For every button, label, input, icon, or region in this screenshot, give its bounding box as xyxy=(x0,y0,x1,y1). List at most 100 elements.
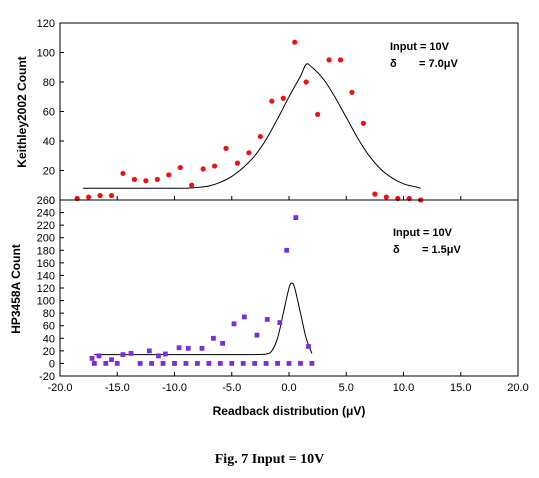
hp3458a-y-tick-label: 240 xyxy=(37,208,55,220)
keithley-y-tick-label: 120 xyxy=(37,18,55,30)
keithley-data-point xyxy=(211,163,218,169)
keithley-data-point xyxy=(257,133,263,140)
hp3458a-y-axis-label: HP3458A Count xyxy=(9,244,23,334)
hp3458a-y-tick-label: 220 xyxy=(37,220,55,232)
hp3458a-data-point xyxy=(160,361,166,366)
hp3458a-data-point xyxy=(217,361,223,366)
hp3458a-y-tick-label: -20 xyxy=(39,371,55,383)
keithley-data-point xyxy=(280,95,286,101)
hp3458a-data-point xyxy=(306,344,311,349)
keithley-y-axis-label: Keithley2002 Count xyxy=(15,56,29,167)
hp3458a-y-tick-label: 20 xyxy=(43,346,55,358)
hp3458a-y-tick-label: 40 xyxy=(43,333,55,345)
hp3458a-data-point xyxy=(185,345,191,351)
keithley-fit-curve xyxy=(82,63,421,189)
x-tick-label: 5.0 xyxy=(339,382,354,394)
hp3458a-data-point xyxy=(277,320,283,325)
hp3458a-data-point xyxy=(293,215,299,220)
keithley-data-point xyxy=(223,145,229,151)
hp3458a-data-point xyxy=(275,361,280,366)
hp3458a-data-point xyxy=(254,332,260,338)
hp3458a-data-point xyxy=(199,345,205,351)
keithley-annotation-delta-symbol: δ xyxy=(390,58,397,70)
keithley-data-point xyxy=(143,178,149,184)
hp3458a-data-point xyxy=(284,247,290,253)
keithley-y-tick-label: 80 xyxy=(43,77,55,89)
x-tick-label: 15.0 xyxy=(450,382,471,394)
hp3458a-data-point xyxy=(231,321,237,327)
keithley-data-point xyxy=(303,79,309,85)
x-tick-label: -15.0 xyxy=(105,382,130,394)
keithley-annotation-input: Input = 10V xyxy=(390,41,450,53)
keithley-data-point xyxy=(372,191,378,197)
hp3458a-fit-curve xyxy=(94,282,313,356)
hp3458a-data-point xyxy=(298,361,303,366)
hp3458a-annotation-delta-value: = 1.5μV xyxy=(422,244,462,256)
figure-caption: Fig. 7 Input = 10V xyxy=(214,452,325,467)
hp3458a-y-tick-label: 0 xyxy=(49,358,55,370)
keithley-data-point xyxy=(120,170,126,177)
hp3458a-data-point xyxy=(96,353,102,359)
hp3458a-y-tick-label: 80 xyxy=(43,308,55,320)
hp3458a-data-point xyxy=(241,314,247,320)
hp3458a-y-tick-label: 60 xyxy=(43,321,55,333)
keithley-data-point xyxy=(246,150,252,156)
hp3458a-data-point xyxy=(91,361,97,366)
keithley-data-point xyxy=(177,164,183,171)
keithley-data-point xyxy=(97,192,103,199)
hp3458a-data-point xyxy=(176,345,182,351)
keithley-data-point xyxy=(189,182,195,188)
hp3458a-data-point xyxy=(264,317,270,322)
x-tick-label: 10.0 xyxy=(393,382,414,394)
x-tick-label: -20.0 xyxy=(47,382,72,394)
keithley-data-point xyxy=(383,194,389,200)
hp3458a-data-point xyxy=(195,361,200,366)
hp3458a-data-point xyxy=(206,361,212,366)
hp3458a-data-point xyxy=(120,352,126,358)
keithley-chart: 0 20 40 60 80 100 120 Keithley2002 Count Input… xyxy=(15,18,519,207)
hp3458a-data-point xyxy=(286,361,292,366)
keithley-data-point xyxy=(315,111,321,118)
hp3458a-annotation-delta-symbol: δ xyxy=(393,244,400,256)
hp3458a-data-point xyxy=(128,350,134,356)
hp3458a-y-tick-label: 100 xyxy=(37,296,55,308)
hp3458a-data-point xyxy=(229,361,235,366)
keithley-data-point xyxy=(326,57,332,63)
hp3458a-y-tick-label: 120 xyxy=(37,283,55,295)
keithley-data-point xyxy=(108,192,115,199)
x-tick-label: -10.0 xyxy=(162,382,187,394)
keithley-data-point xyxy=(166,172,172,178)
hp3458a-annotation-input: Input = 10V xyxy=(393,227,453,239)
x-axis-label: Readback distribution (μV) xyxy=(213,404,366,418)
keithley-y-tick-label: 40 xyxy=(43,136,55,148)
hp3458a-data-point xyxy=(156,353,161,359)
keithley-data-point xyxy=(337,57,344,63)
keithley-data-point xyxy=(269,98,275,104)
x-tick-label: 0.0 xyxy=(281,382,296,394)
x-tick-label: -5.0 xyxy=(222,382,241,394)
keithley-plot-frame xyxy=(59,22,519,201)
keithley-y-tick-label: 100 xyxy=(37,48,55,60)
hp3458a-data-point xyxy=(109,357,114,363)
hp3458a-data-point xyxy=(137,361,143,366)
hp3458a-y-tick-label: 140 xyxy=(37,270,55,282)
hp3458a-y-tick-label: 200 xyxy=(37,233,55,245)
hp3458a-data-point xyxy=(309,361,315,366)
hp3458a-data-point xyxy=(263,361,269,366)
hp3458a-data-point xyxy=(220,340,225,346)
hp3458a-data-point xyxy=(183,361,189,366)
hp3458a-data-point xyxy=(211,335,216,341)
keithley-data-point xyxy=(200,166,206,172)
hp3458a-data-point xyxy=(146,348,152,354)
hp3458a-data-point xyxy=(252,361,258,366)
x-tick-label: 20.0 xyxy=(507,382,528,394)
hp3458a-data-point xyxy=(172,361,177,366)
hp3458a-data-point xyxy=(240,361,246,366)
keithley-data-point xyxy=(154,176,160,182)
hp3458a-y-tick-label: 180 xyxy=(37,245,55,257)
keithley-data-point xyxy=(349,89,355,95)
hp3458a-y-tick-label: 160 xyxy=(37,258,55,270)
hp3458a-data-point xyxy=(149,361,154,366)
keithley-annotation-delta-value: = 7.0μV xyxy=(419,58,459,70)
